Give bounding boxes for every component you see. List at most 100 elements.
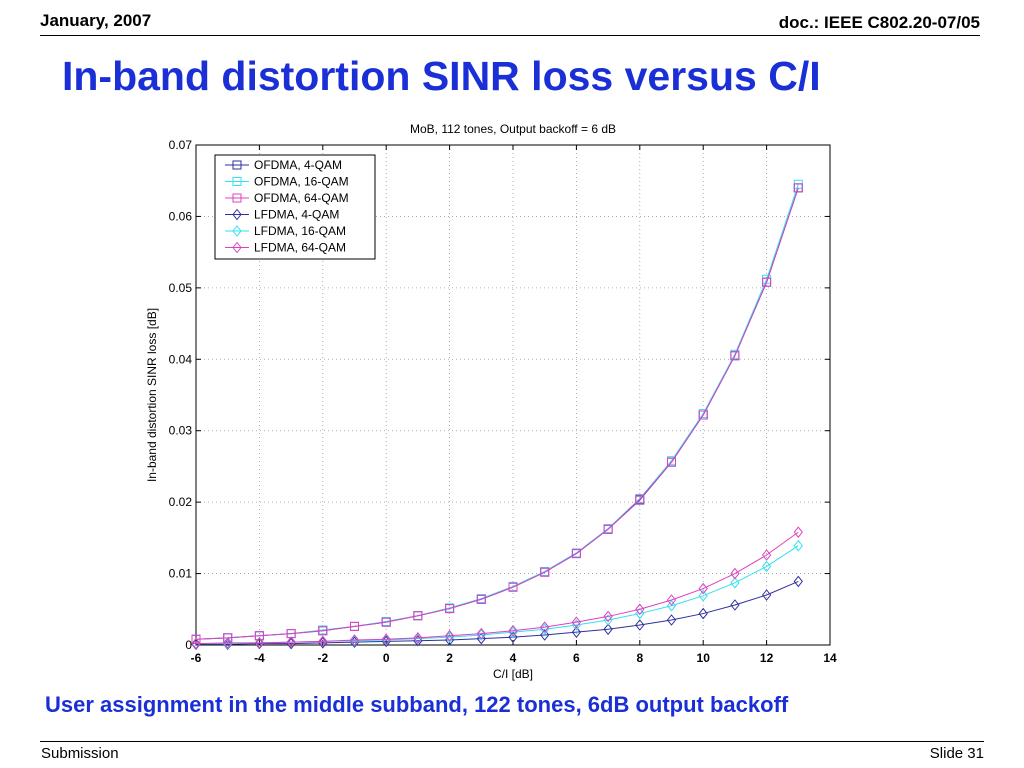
- y-tick-label: 0.04: [169, 352, 193, 366]
- data-point: [698, 607, 708, 620]
- data-point: [761, 589, 772, 601]
- data-point: [508, 631, 518, 643]
- x-tick-label: 8: [636, 651, 643, 665]
- x-tick-label: 12: [760, 651, 774, 665]
- data-point: [318, 635, 328, 648]
- data-point: [793, 575, 803, 588]
- y-tick-label: 0.06: [169, 209, 193, 223]
- data-point: [286, 636, 296, 648]
- data-point: [508, 624, 518, 637]
- x-tick-label: 10: [697, 651, 711, 665]
- chart-title: MoB, 112 tones, Output backoff = 6 dB: [410, 122, 616, 136]
- y-axis-label: In-band distortion SINR loss [dB]: [145, 308, 159, 482]
- x-tick-label: -6: [191, 651, 202, 665]
- data-point: [540, 629, 550, 641]
- x-tick-label: 14: [823, 651, 837, 665]
- legend-label: OFDMA, 64-QAM: [254, 191, 349, 205]
- data-point: [350, 621, 359, 631]
- data-point: [223, 637, 233, 649]
- data-point: [635, 494, 645, 504]
- x-axis-label: C/I [dB]: [493, 667, 533, 681]
- legend-marker: [232, 177, 242, 186]
- data-point: [698, 589, 708, 602]
- data-point: [444, 629, 455, 642]
- data-point: [254, 637, 265, 649]
- data-point: [730, 567, 740, 580]
- data-point: [666, 599, 677, 612]
- data-point: [413, 632, 423, 644]
- data-point: [349, 634, 360, 646]
- y-tick-label: 0.05: [169, 281, 193, 295]
- data-point: [191, 637, 201, 650]
- data-point: [381, 633, 391, 646]
- legend-label: LFDMA, 4-QAM: [254, 208, 339, 222]
- legend-marker: [232, 225, 242, 237]
- data-point: [793, 183, 803, 193]
- data-point: [254, 631, 264, 641]
- series-5: [191, 526, 803, 650]
- slide-caption: User assignment in the middle subband, 1…: [45, 692, 789, 717]
- legend-label: OFDMA, 4-QAM: [254, 158, 342, 172]
- legend-box: [214, 154, 376, 260]
- data-point: [730, 577, 740, 589]
- data-point: [635, 603, 645, 616]
- legend-label: OFDMA, 16-QAM: [254, 175, 349, 189]
- data-point: [381, 617, 391, 627]
- data-point: [698, 410, 708, 420]
- x-tick-label: -2: [317, 651, 328, 665]
- legend-label: LFDMA, 16-QAM: [254, 224, 346, 238]
- slide-number: Slide 31: [929, 745, 984, 762]
- legend-marker: [232, 160, 242, 170]
- data-point: [540, 621, 550, 633]
- data-point: [793, 526, 803, 538]
- legend-label: LFDMA, 64-QAM: [254, 241, 346, 255]
- slide-title: In-band distortion SINR loss versus C/I: [62, 53, 821, 99]
- x-tick-label: -4: [254, 651, 265, 665]
- header-divider: [40, 35, 980, 36]
- data-point: [698, 582, 708, 595]
- data-point: [540, 567, 550, 577]
- data-point: [571, 626, 582, 638]
- y-tick-label: 0.02: [169, 495, 193, 509]
- data-point: [666, 594, 677, 606]
- series-line: [195, 531, 799, 645]
- data-point: [445, 604, 455, 614]
- data-point: [761, 549, 772, 561]
- legend-marker: [232, 193, 242, 203]
- data-point: [667, 457, 676, 467]
- data-point: [571, 616, 582, 628]
- data-point: [318, 626, 328, 636]
- series-line: [196, 580, 799, 645]
- data-point: [762, 277, 772, 287]
- footer-submission: Submission: [41, 745, 119, 762]
- x-tick-label: 2: [446, 651, 453, 665]
- x-tick-label: 4: [510, 651, 517, 665]
- footer-divider: [40, 741, 984, 742]
- y-tick-label: 0: [185, 638, 192, 652]
- chart-legend: OFDMA, 4-QAM OFDMA, 16-QAM OFDMA, 64-QAM LF…: [214, 154, 376, 260]
- legend-marker: [232, 208, 242, 221]
- data-point: [635, 619, 645, 631]
- y-tick-label: 0.07: [169, 138, 193, 152]
- data-point: [413, 611, 423, 621]
- slide-date: January, 2007: [40, 11, 152, 30]
- x-tick-label: 6: [573, 651, 580, 665]
- data-point: [761, 560, 772, 573]
- legend-marker: [232, 241, 242, 254]
- data-point: [603, 610, 613, 623]
- data-point: [571, 549, 581, 559]
- data-point: [635, 607, 645, 620]
- data-point: [476, 627, 486, 640]
- data-point: [508, 582, 518, 592]
- data-point: [666, 614, 677, 626]
- data-point: [730, 599, 740, 611]
- y-tick-label: 0.03: [169, 424, 193, 438]
- data-point: [793, 539, 803, 552]
- data-point: [476, 594, 486, 604]
- series-line: [195, 187, 799, 640]
- y-tick-label: 0.01: [169, 567, 193, 581]
- data-point: [730, 351, 740, 361]
- x-tick-label: 0: [383, 651, 390, 665]
- data-point: [603, 623, 613, 636]
